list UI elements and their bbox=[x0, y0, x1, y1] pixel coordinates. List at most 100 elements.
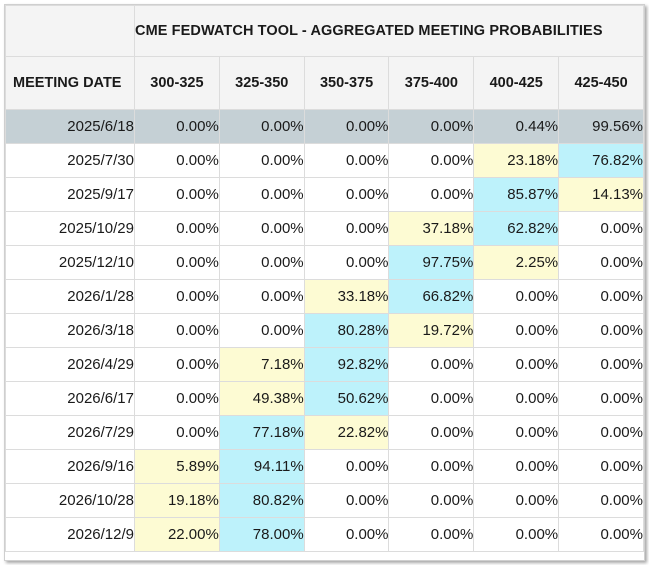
corner-cell bbox=[5, 5, 135, 57]
probability-cell: 0.00% bbox=[303, 109, 390, 144]
probability-cell: 0.00% bbox=[388, 109, 475, 144]
probability-cell: 0.00% bbox=[303, 245, 390, 280]
table-row: 2026/4/29 0.00% 7.18% 92.82% 0.00% 0.00% 0.00% bbox=[5, 347, 644, 382]
probability-cell: 0.00% bbox=[134, 109, 220, 144]
probability-cell: 0.00% bbox=[473, 517, 560, 552]
probability-cell: 0.00% bbox=[388, 517, 475, 552]
meeting-date-cell: 2026/7/29 bbox=[5, 415, 135, 450]
range-header: 375-400 bbox=[388, 56, 475, 110]
probability-cell: 0.00% bbox=[134, 245, 220, 280]
table-row: 2025/7/30 0.00% 0.00% 0.00% 0.00% 23.18% 76.82… bbox=[5, 143, 644, 178]
probability-cell: 0.00% bbox=[303, 449, 390, 484]
table-body: 2025/6/18 0.00% 0.00% 0.00% 0.00% 0.44% 99.56%… bbox=[5, 109, 644, 552]
probability-cell: 94.11% bbox=[218, 449, 305, 484]
probability-cell: 0.00% bbox=[558, 347, 644, 382]
probability-cell: 0.00% bbox=[218, 313, 305, 348]
table-row: 2026/1/28 0.00% 0.00% 33.18% 66.82% 0.00% 0.00… bbox=[5, 279, 644, 314]
table-row: 2026/12/9 22.00% 78.00% 0.00% 0.00% 0.00% 0.00… bbox=[5, 517, 644, 552]
probability-cell: 23.18% bbox=[473, 143, 560, 178]
probability-cell: 49.38% bbox=[218, 381, 305, 416]
probability-cell: 0.00% bbox=[558, 449, 644, 484]
probability-cell: 22.82% bbox=[303, 415, 390, 450]
meeting-date-cell: 2026/10/28 bbox=[5, 483, 135, 518]
table-row: 2025/10/29 0.00% 0.00% 0.00% 37.18% 62.82% 0.0… bbox=[5, 211, 644, 246]
table-row: 2025/12/10 0.00% 0.00% 0.00% 97.75% 2.25% 0.00… bbox=[5, 245, 644, 280]
meeting-date-cell: 2026/1/28 bbox=[5, 279, 135, 314]
probability-cell: 0.00% bbox=[473, 449, 560, 484]
probability-cell: 0.00% bbox=[473, 415, 560, 450]
probability-cell: 0.00% bbox=[303, 211, 390, 246]
probability-cell: 77.18% bbox=[218, 415, 305, 450]
probability-cell: 0.00% bbox=[134, 279, 220, 314]
meeting-date-cell: 2025/6/18 bbox=[5, 109, 135, 144]
probability-cell: 0.00% bbox=[303, 483, 390, 518]
probability-cell: 0.00% bbox=[558, 211, 644, 246]
meeting-date-cell: 2025/7/30 bbox=[5, 143, 135, 178]
probability-cell: 37.18% bbox=[388, 211, 475, 246]
probability-cell: 0.00% bbox=[558, 279, 644, 314]
table-row: 2026/7/29 0.00% 77.18% 22.82% 0.00% 0.00% 0.00… bbox=[5, 415, 644, 450]
table-title: CME FEDWATCH TOOL - AGGREGATED MEETING P… bbox=[134, 5, 644, 57]
probability-cell: 7.18% bbox=[218, 347, 305, 382]
range-header: 325-350 bbox=[218, 56, 305, 110]
probability-cell: 85.87% bbox=[473, 177, 560, 212]
title-row: CME FEDWATCH TOOL - AGGREGATED MEETING P… bbox=[5, 5, 644, 57]
probability-cell: 0.00% bbox=[388, 143, 475, 178]
table-row: 2025/9/17 0.00% 0.00% 0.00% 0.00% 85.87% 14.13… bbox=[5, 177, 644, 212]
probability-cell: 0.00% bbox=[558, 415, 644, 450]
probability-cell: 50.62% bbox=[303, 381, 390, 416]
table-row: 2026/6/17 0.00% 49.38% 50.62% 0.00% 0.00% 0.00… bbox=[5, 381, 644, 416]
probability-cell: 5.89% bbox=[134, 449, 220, 484]
fedwatch-table-panel: CME FEDWATCH TOOL - AGGREGATED MEETING P… bbox=[4, 4, 645, 561]
meeting-date-cell: 2025/10/29 bbox=[5, 211, 135, 246]
probability-cell: 33.18% bbox=[303, 279, 390, 314]
probability-cell: 0.00% bbox=[473, 279, 560, 314]
probability-cell: 0.00% bbox=[218, 279, 305, 314]
probability-cell: 0.00% bbox=[134, 415, 220, 450]
meeting-date-cell: 2026/6/17 bbox=[5, 381, 135, 416]
probability-cell: 80.82% bbox=[218, 483, 305, 518]
probability-cell: 0.00% bbox=[218, 211, 305, 246]
probability-cell: 0.00% bbox=[134, 347, 220, 382]
probability-cell: 0.44% bbox=[473, 109, 560, 144]
probability-cell: 0.00% bbox=[218, 245, 305, 280]
table-row: 2026/10/28 19.18% 80.82% 0.00% 0.00% 0.00% 0.0… bbox=[5, 483, 644, 518]
probability-cell: 0.00% bbox=[473, 313, 560, 348]
probability-cell: 0.00% bbox=[388, 449, 475, 484]
meeting-date-cell: 2025/9/17 bbox=[5, 177, 135, 212]
meeting-date-cell: 2026/9/16 bbox=[5, 449, 135, 484]
probability-cell: 99.56% bbox=[558, 109, 644, 144]
probability-cell: 0.00% bbox=[388, 415, 475, 450]
probability-cell: 92.82% bbox=[303, 347, 390, 382]
probability-cell: 0.00% bbox=[388, 381, 475, 416]
probability-cell: 0.00% bbox=[134, 313, 220, 348]
probability-cell: 0.00% bbox=[558, 517, 644, 552]
probability-cell: 0.00% bbox=[134, 177, 220, 212]
probability-cell: 19.18% bbox=[134, 483, 220, 518]
probability-cell: 97.75% bbox=[388, 245, 475, 280]
probability-cell: 62.82% bbox=[473, 211, 560, 246]
probability-cell: 66.82% bbox=[388, 279, 475, 314]
probability-cell: 0.00% bbox=[134, 211, 220, 246]
probability-cell: 0.00% bbox=[558, 483, 644, 518]
probability-cell: 0.00% bbox=[134, 381, 220, 416]
probability-cell: 0.00% bbox=[388, 347, 475, 382]
meeting-date-cell: 2025/12/10 bbox=[5, 245, 135, 280]
probability-cell: 0.00% bbox=[558, 245, 644, 280]
probability-cell: 0.00% bbox=[388, 483, 475, 518]
probability-cell: 14.13% bbox=[558, 177, 644, 212]
probability-cell: 80.28% bbox=[303, 313, 390, 348]
probability-cell: 2.25% bbox=[473, 245, 560, 280]
probability-cell: 19.72% bbox=[388, 313, 475, 348]
range-header: 300-325 bbox=[134, 56, 220, 110]
table-row: 2025/6/18 0.00% 0.00% 0.00% 0.00% 0.44% 99.56% bbox=[5, 109, 644, 144]
probability-cell: 0.00% bbox=[303, 517, 390, 552]
probability-cell: 0.00% bbox=[303, 143, 390, 178]
meeting-date-cell: 2026/3/18 bbox=[5, 313, 135, 348]
probability-cell: 0.00% bbox=[388, 177, 475, 212]
probability-cell: 78.00% bbox=[218, 517, 305, 552]
probability-cell: 76.82% bbox=[558, 143, 644, 178]
probability-cell: 0.00% bbox=[218, 177, 305, 212]
probability-cell: 0.00% bbox=[134, 143, 220, 178]
meeting-date-cell: 2026/12/9 bbox=[5, 517, 135, 552]
